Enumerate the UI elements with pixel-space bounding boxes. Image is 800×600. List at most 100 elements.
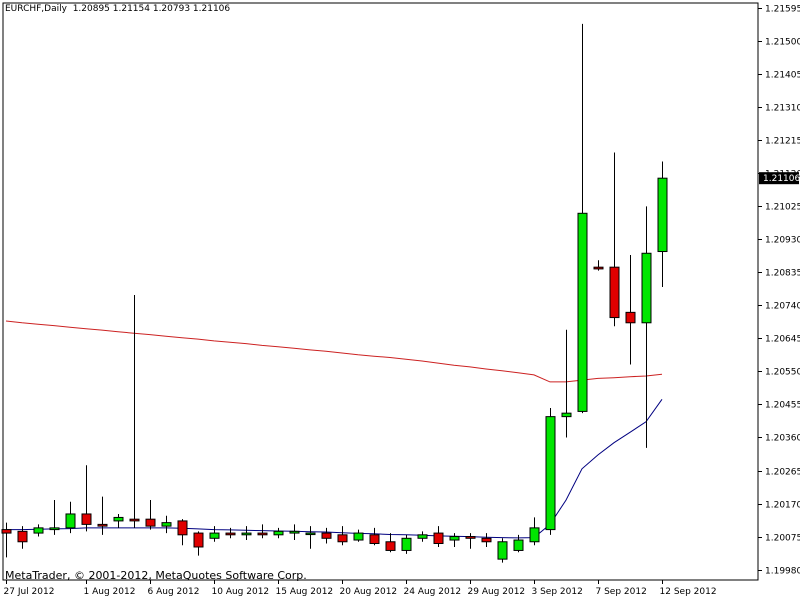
candle xyxy=(81,465,92,532)
chart-frame xyxy=(2,2,759,581)
slow-ma-line xyxy=(5,320,663,383)
bull-candle-body xyxy=(529,527,540,543)
bull-candle-body xyxy=(241,532,252,536)
bear-candle-body xyxy=(321,532,332,539)
bear-candle-body xyxy=(1,529,12,534)
y-tick-label: 1.20170 xyxy=(765,501,800,511)
plot-border xyxy=(2,2,759,581)
candle xyxy=(353,529,364,542)
bear-candle-body xyxy=(481,537,492,543)
bull-candle-body xyxy=(33,527,44,534)
x-tick-label: 12 Sep 2012 xyxy=(660,587,717,597)
ohlc-readout: 1.20895 1.21154 1.20793 1.21106 xyxy=(72,4,231,14)
candle xyxy=(385,533,396,553)
bull-candle-body xyxy=(561,412,572,418)
bull-candle-body xyxy=(577,212,588,412)
candle xyxy=(337,526,348,546)
x-tick-label: 6 Aug 2012 xyxy=(148,587,200,597)
candle xyxy=(561,329,572,438)
y-tick-label: 1.19980 xyxy=(765,567,800,577)
candle xyxy=(625,255,636,365)
y-tick-label: 1.21215 xyxy=(765,137,800,147)
bear-candle-body xyxy=(369,534,380,545)
candle xyxy=(289,524,300,541)
y-tick-label: 1.21025 xyxy=(765,203,800,213)
candle xyxy=(145,500,156,530)
x-tick-label: 10 Aug 2012 xyxy=(212,587,270,597)
bull-candle-body xyxy=(641,252,652,324)
y-tick-label: 1.21310 xyxy=(765,104,800,114)
candle xyxy=(433,526,444,547)
candle xyxy=(321,527,332,544)
bull-candle-body xyxy=(305,532,316,536)
copyright-text: MetaTrader, © 2001-2012, MetaQuotes Soft… xyxy=(5,569,307,582)
bull-candle-body xyxy=(161,522,172,527)
bear-candle-body xyxy=(337,534,348,543)
bull-candle-body xyxy=(545,416,556,531)
bull-candle-body xyxy=(401,537,412,551)
candle xyxy=(193,531,204,556)
bear-candle-body xyxy=(193,532,204,548)
candle xyxy=(465,533,476,549)
y-tick-label: 1.20835 xyxy=(765,269,800,279)
x-tick-label: 24 Aug 2012 xyxy=(404,587,462,597)
candle xyxy=(129,294,140,528)
candle xyxy=(65,501,76,534)
candle xyxy=(161,515,172,534)
time-axis: 27 Jul 2012 1 Aug 2012 6 Aug 2012 10 Aug 20… xyxy=(4,580,717,597)
last-price-box xyxy=(759,172,799,185)
bear-candle-body xyxy=(177,520,188,536)
y-tick-label: 1.20265 xyxy=(765,468,800,478)
y-tick-label: 1.21595 xyxy=(765,5,800,15)
symbol-label: EURCHF,Daily xyxy=(5,4,67,14)
bear-candle-body xyxy=(81,513,92,525)
candle xyxy=(449,533,460,547)
candle xyxy=(113,513,124,528)
candle xyxy=(241,526,252,541)
bull-candle-body xyxy=(353,532,364,541)
candle xyxy=(257,524,268,539)
y-tick-label: 1.20455 xyxy=(765,401,800,411)
y-tick-label: 1.20550 xyxy=(765,368,800,378)
bear-candle-body xyxy=(257,532,268,536)
candle xyxy=(305,526,316,549)
bear-candle-body xyxy=(225,532,236,536)
y-tick-label: 1.20360 xyxy=(765,434,800,444)
bull-candle-body xyxy=(273,530,284,536)
bear-candle-body xyxy=(385,541,396,551)
bull-candle-body xyxy=(497,541,508,560)
x-tick-label: 1 Aug 2012 xyxy=(84,587,136,597)
bull-candle-body xyxy=(449,536,460,541)
candle xyxy=(401,534,412,554)
bear-candle-body xyxy=(97,523,108,527)
candle xyxy=(657,161,668,287)
candle xyxy=(273,527,284,539)
bear-candle-body xyxy=(625,311,636,324)
bear-candle-body xyxy=(465,536,476,539)
candle xyxy=(545,407,556,535)
bull-candle-body xyxy=(513,539,524,551)
candle xyxy=(225,527,236,539)
y-tick-label: 1.20645 xyxy=(765,335,800,345)
bear-candle-body xyxy=(433,532,444,545)
x-tick-label: 27 Jul 2012 xyxy=(4,587,55,597)
bull-candle-body xyxy=(209,532,220,539)
candle xyxy=(97,496,108,535)
candle xyxy=(209,526,220,542)
bull-candle-body xyxy=(65,513,76,529)
bear-candle-body xyxy=(593,266,604,270)
y-tick-label: 1.21500 xyxy=(765,38,800,48)
x-tick-label: 3 Sep 2012 xyxy=(532,587,583,597)
x-tick-label: 15 Aug 2012 xyxy=(276,587,334,597)
candle xyxy=(49,500,60,535)
bull-candle-body xyxy=(417,534,428,539)
bull-candle-body xyxy=(657,177,668,253)
candle xyxy=(577,23,588,414)
y-tick-label: 1.20930 xyxy=(765,236,800,246)
candle xyxy=(513,534,524,553)
price-axis: 1.21595 1.21500 1.21405 1.21310 1.21215 1.211… xyxy=(758,5,800,577)
candle xyxy=(609,152,620,327)
y-tick-label: 1.20740 xyxy=(765,302,800,312)
